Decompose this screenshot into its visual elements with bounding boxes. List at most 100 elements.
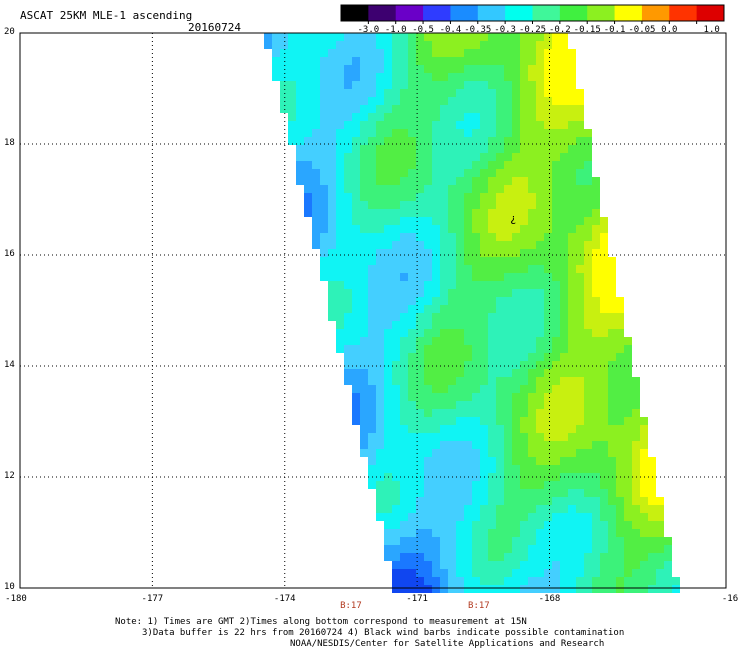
swath-cell bbox=[504, 185, 512, 193]
swath-cell bbox=[440, 161, 448, 169]
swath-cell bbox=[440, 553, 448, 561]
swath-cell bbox=[392, 409, 400, 417]
swath-cell bbox=[328, 49, 336, 57]
swath-cell bbox=[464, 169, 472, 177]
swath-cell bbox=[512, 449, 520, 457]
swath-cell bbox=[576, 505, 584, 513]
swath-cell bbox=[496, 297, 504, 305]
swath-cell bbox=[384, 337, 392, 345]
swath-cell bbox=[368, 57, 376, 65]
swath-cell bbox=[560, 409, 568, 417]
swath-cell bbox=[576, 577, 584, 585]
swath-cell bbox=[504, 449, 512, 457]
swath-cell bbox=[608, 481, 616, 489]
swath-cell bbox=[576, 361, 584, 369]
swath-cell bbox=[520, 65, 528, 73]
swath-cell bbox=[456, 449, 464, 457]
swath-cell bbox=[584, 425, 592, 433]
swath-cell bbox=[576, 521, 584, 529]
swath-cell bbox=[344, 73, 352, 81]
swath-cell bbox=[576, 273, 584, 281]
swath-cell bbox=[480, 465, 488, 473]
swath-cell bbox=[512, 529, 520, 537]
swath-cell bbox=[440, 457, 448, 465]
swath-cell bbox=[488, 201, 496, 209]
swath-cell bbox=[512, 73, 520, 81]
swath-cell bbox=[368, 121, 376, 129]
swath-cell bbox=[584, 465, 592, 473]
swath-cell bbox=[632, 545, 640, 553]
swath-cell bbox=[560, 465, 568, 473]
swath-cell bbox=[648, 489, 656, 497]
swath-cell bbox=[360, 89, 368, 97]
swath-cell bbox=[504, 305, 512, 313]
swath-cell bbox=[536, 145, 544, 153]
swath-cell bbox=[528, 33, 536, 41]
swath-cell bbox=[432, 505, 440, 513]
swath-cell bbox=[504, 481, 512, 489]
swath-cell bbox=[328, 265, 336, 273]
swath-cell bbox=[624, 521, 632, 529]
swath-cell bbox=[376, 481, 384, 489]
swath-cell bbox=[352, 193, 360, 201]
swath-cell bbox=[376, 465, 384, 473]
swath-cell bbox=[560, 257, 568, 265]
swath-cell bbox=[312, 177, 320, 185]
swath-cell bbox=[432, 441, 440, 449]
swath-cell bbox=[472, 65, 480, 73]
swath-cell bbox=[544, 249, 552, 257]
swath-cell bbox=[656, 529, 664, 537]
swath-cell bbox=[504, 265, 512, 273]
swath-cell bbox=[432, 553, 440, 561]
swath-cell bbox=[624, 585, 632, 593]
swath-cell bbox=[472, 321, 480, 329]
swath-cell bbox=[408, 161, 416, 169]
swath-cell bbox=[376, 441, 384, 449]
swath-cell bbox=[296, 73, 304, 81]
swath-cell bbox=[528, 273, 536, 281]
swath-cell bbox=[368, 273, 376, 281]
latitude-tick-label: 18 bbox=[4, 138, 15, 148]
swath-cell bbox=[432, 89, 440, 97]
swath-cell bbox=[440, 529, 448, 537]
swath-cell bbox=[504, 209, 512, 217]
swath-cell bbox=[376, 401, 384, 409]
swath-cell bbox=[328, 297, 336, 305]
colorbar bbox=[340, 4, 725, 24]
swath-cell bbox=[448, 201, 456, 209]
swath-cell bbox=[576, 289, 584, 297]
swath-cell bbox=[432, 105, 440, 113]
swath-cell bbox=[384, 169, 392, 177]
swath-cell bbox=[592, 321, 600, 329]
swath-cell bbox=[344, 289, 352, 297]
swath-cell bbox=[400, 377, 408, 385]
swath-cell bbox=[464, 193, 472, 201]
swath-cell bbox=[328, 193, 336, 201]
swath-cell bbox=[512, 233, 520, 241]
swath-cell bbox=[432, 129, 440, 137]
swath-cell bbox=[456, 417, 464, 425]
swath-cell bbox=[472, 489, 480, 497]
swath-cell bbox=[544, 353, 552, 361]
swath-cell bbox=[560, 297, 568, 305]
swath-cell bbox=[624, 561, 632, 569]
swath-cell bbox=[392, 321, 400, 329]
swath-cell bbox=[472, 201, 480, 209]
swath-cell bbox=[304, 97, 312, 105]
swath-cell bbox=[528, 209, 536, 217]
swath-cell bbox=[320, 57, 328, 65]
swath-cell bbox=[464, 73, 472, 81]
swath-cell bbox=[336, 113, 344, 121]
swath-cell bbox=[360, 121, 368, 129]
swath-cell bbox=[616, 297, 624, 305]
swath-cell bbox=[336, 161, 344, 169]
swath-cell bbox=[432, 297, 440, 305]
swath-cell bbox=[392, 425, 400, 433]
swath-cell bbox=[448, 401, 456, 409]
swath-cell bbox=[504, 289, 512, 297]
swath-cell bbox=[392, 249, 400, 257]
swath-cell bbox=[416, 401, 424, 409]
swath-cell bbox=[312, 41, 320, 49]
swath-cell bbox=[528, 321, 536, 329]
swath-cell bbox=[488, 345, 496, 353]
